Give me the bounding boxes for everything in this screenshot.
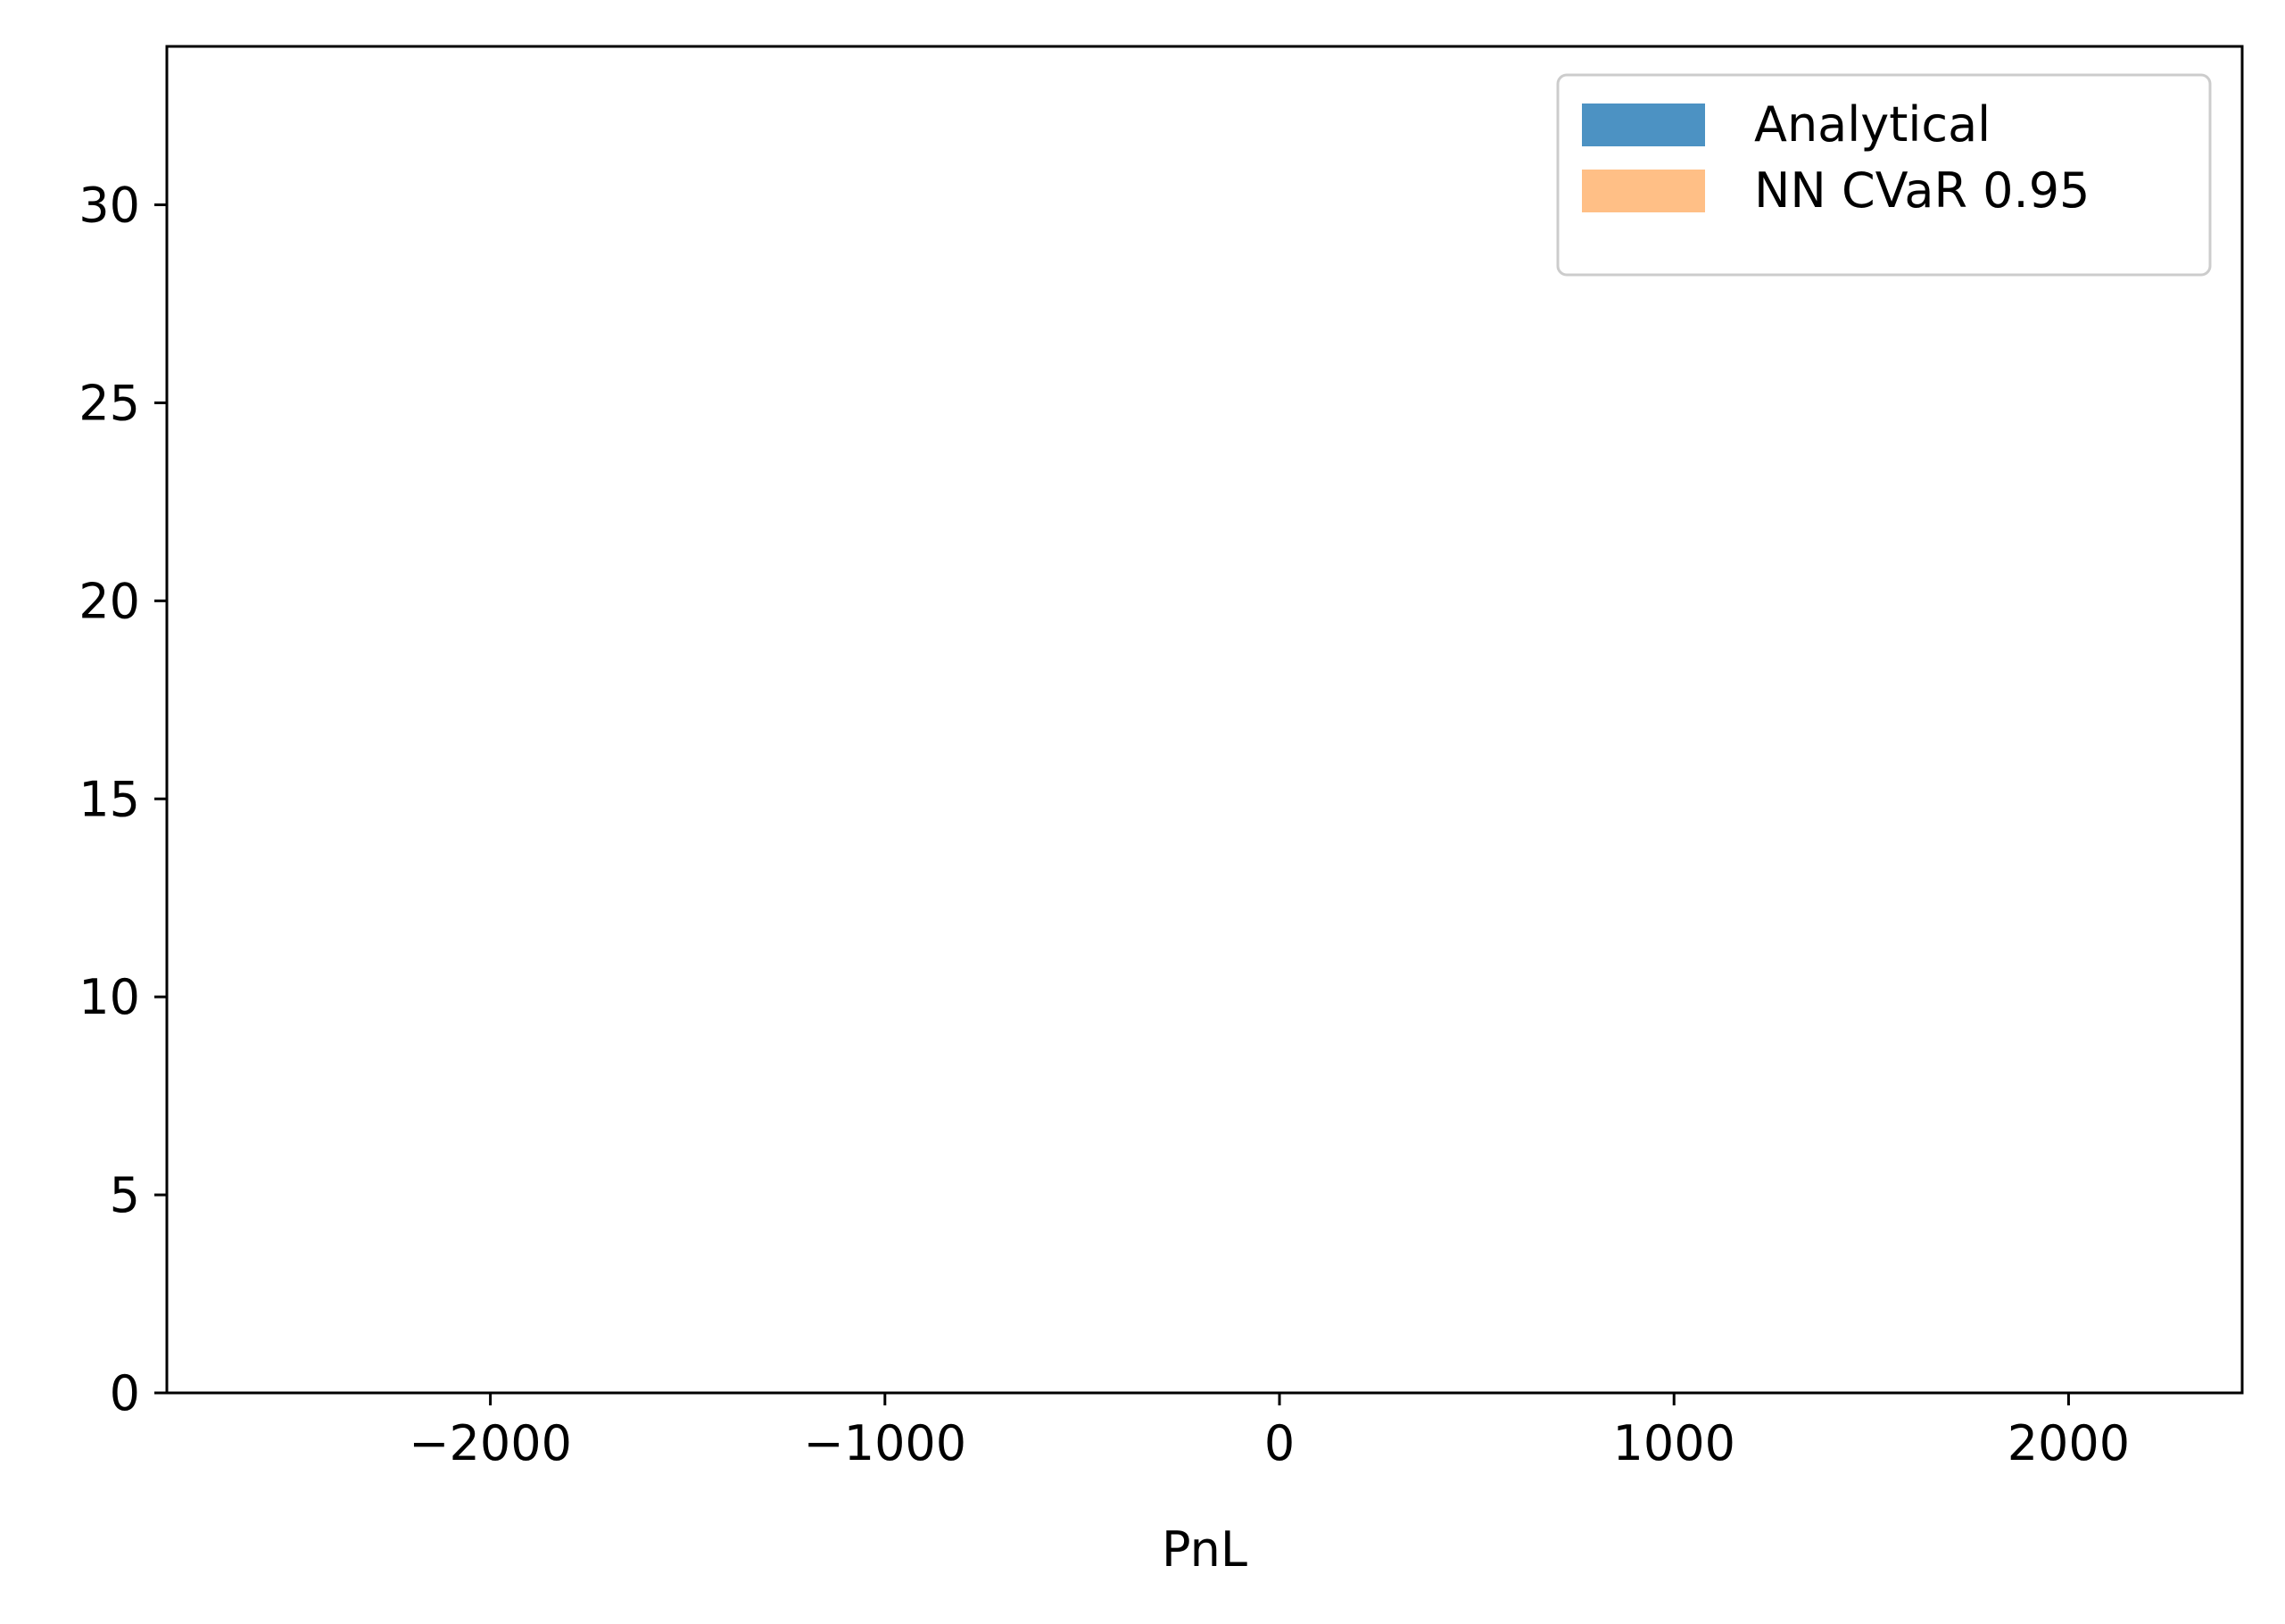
y-tick-label: 30 xyxy=(79,178,140,234)
legend-swatch-1 xyxy=(1582,170,1705,212)
plot-frame xyxy=(165,45,2244,1395)
x-tick-label: 0 xyxy=(1264,1415,1295,1471)
x-axis-title: PnL xyxy=(1162,1521,1247,1578)
x-tick-label: 1000 xyxy=(1613,1415,1735,1471)
x-axis: −2000 −1000 0 1000 2000 xyxy=(409,1393,2130,1471)
legend-swatch-0 xyxy=(1582,104,1705,146)
legend: Analytical NN CVaR 0.95 xyxy=(1556,73,2212,277)
legend-box xyxy=(1556,73,2212,277)
y-tick-label: 15 xyxy=(79,771,140,827)
legend-label-1: NN CVaR 0.95 xyxy=(1754,162,2090,219)
x-tick-label: 2000 xyxy=(2008,1415,2130,1471)
y-tick-label: 5 xyxy=(110,1167,140,1223)
y-tick-label: 0 xyxy=(110,1365,140,1421)
y-tick-label: 20 xyxy=(79,573,140,629)
legend-label-0: Analytical xyxy=(1754,96,1991,153)
y-tick-label: 25 xyxy=(79,375,140,431)
y-tick-label: 10 xyxy=(79,969,140,1025)
y-axis: 0 5 10 15 20 25 30 xyxy=(79,178,167,1421)
x-tick-label: −2000 xyxy=(409,1415,572,1471)
x-tick-label: −1000 xyxy=(803,1415,966,1471)
